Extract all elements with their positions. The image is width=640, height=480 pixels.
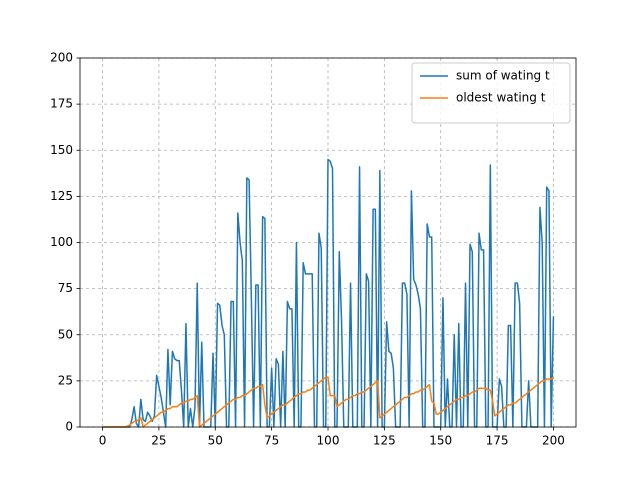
x-tick-label: 150 (429, 434, 452, 448)
y-tick-label: 75 (58, 281, 73, 295)
y-tick-label: 100 (50, 235, 73, 249)
data-line (102, 376, 554, 428)
x-tick-label: 175 (486, 434, 509, 448)
y-tick-label: 175 (50, 97, 73, 111)
legend-box (411, 62, 571, 124)
y-tick-label: 0 (65, 420, 73, 434)
legend: sum of wating t oldest wating t (411, 62, 571, 124)
x-tick-label: 0 (99, 434, 107, 448)
x-tick-label: 75 (264, 434, 279, 448)
data-line (102, 158, 555, 428)
plot-lines (102, 158, 555, 428)
y-tick-label: 150 (50, 143, 73, 157)
x-tick-label: 50 (208, 434, 223, 448)
y-tick-label: 125 (50, 189, 73, 203)
y-tick-label: 50 (58, 327, 73, 341)
y-tick-label: 25 (58, 373, 73, 387)
x-tick-label: 100 (317, 434, 340, 448)
x-tick-label: 125 (373, 434, 396, 448)
ticks: 0 25 50 75 100 125 150 175 200 0 25 50 75 100 125 150 17… (50, 51, 565, 448)
y-tick-label: 200 (50, 51, 73, 65)
legend-label: sum of wating t (456, 69, 550, 83)
x-tick-label: 200 (542, 434, 565, 448)
legend-label: oldest wating t (456, 91, 546, 105)
x-tick-label: 25 (151, 434, 166, 448)
